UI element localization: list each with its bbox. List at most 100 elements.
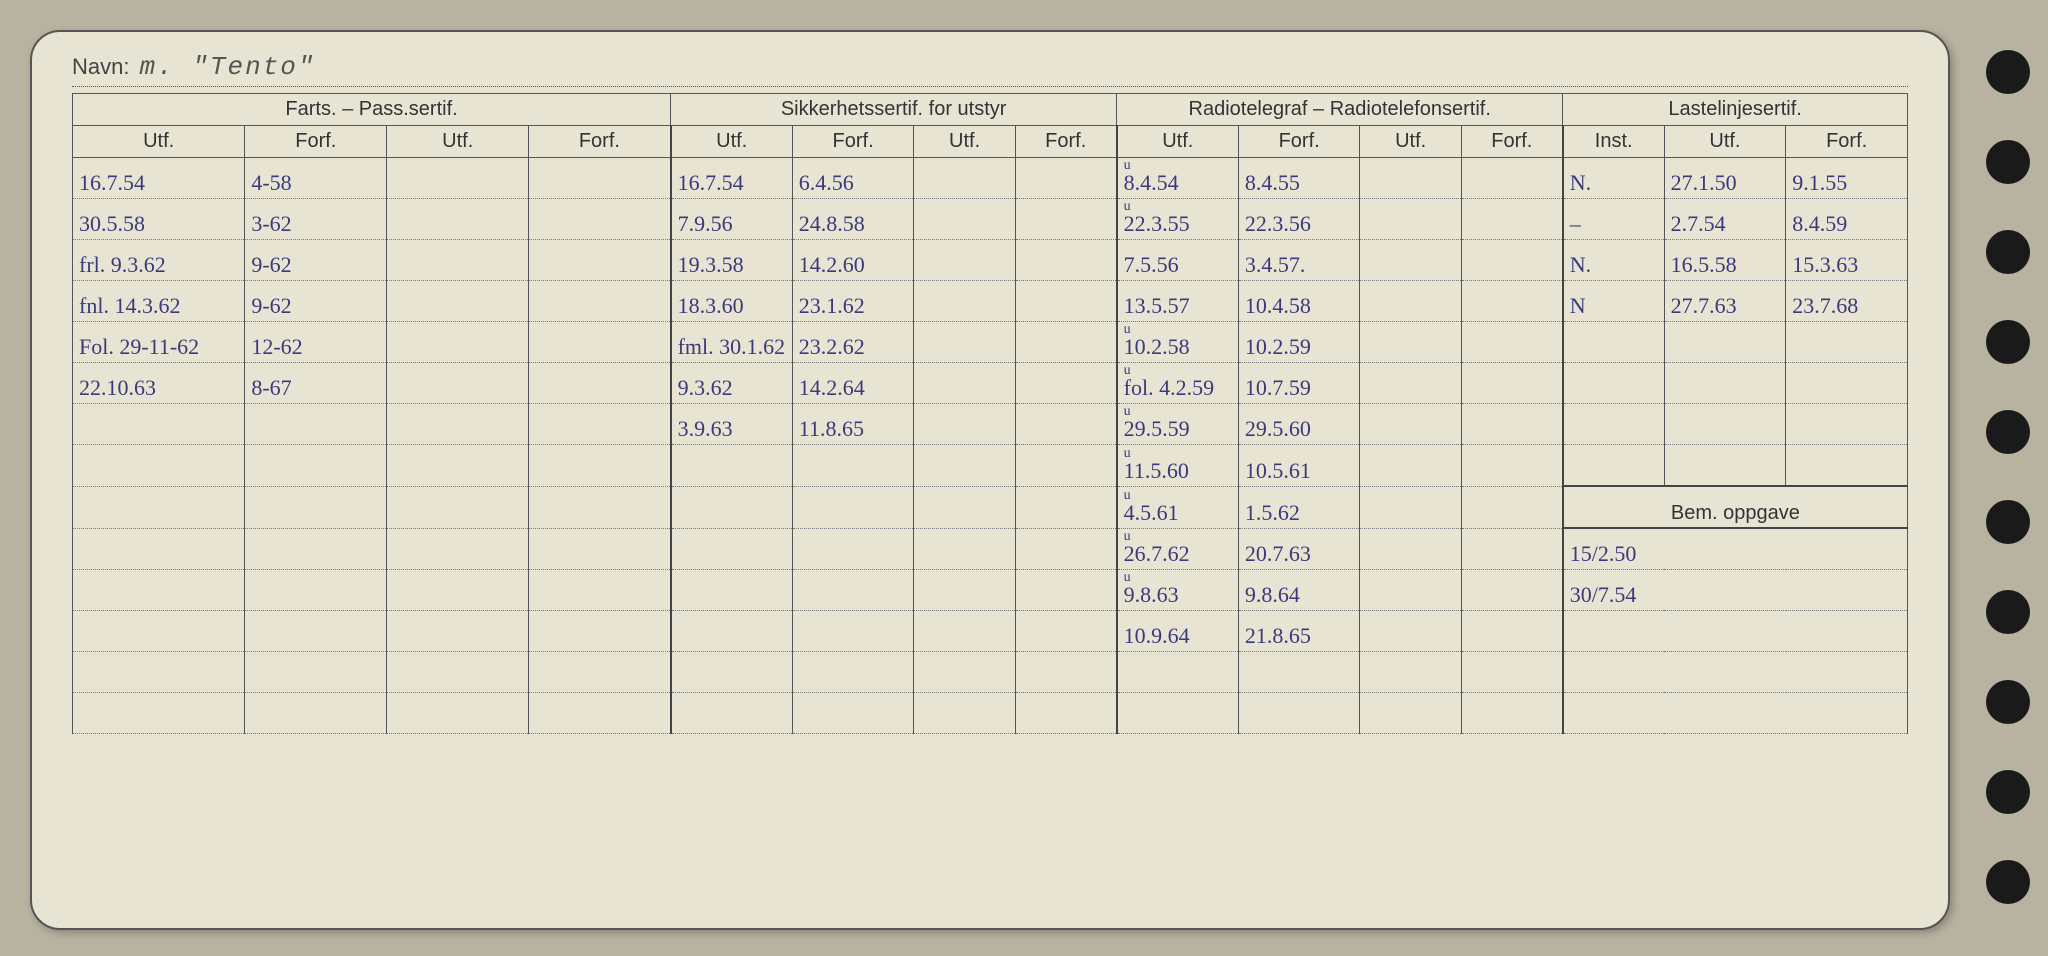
cell (1117, 693, 1239, 734)
group-sikker: Sikkerhetssertif. for utstyr (671, 94, 1117, 126)
cell (1461, 693, 1562, 734)
table-row: frl. 9.3.629-6219.3.5814.2.607.5.563.4.5… (73, 240, 1908, 281)
hole-icon (1986, 320, 2030, 364)
cell (1360, 322, 1461, 363)
cell (1015, 693, 1116, 734)
cell (1786, 445, 1908, 487)
cell (1461, 158, 1562, 199)
col-forf: Forf. (1015, 126, 1116, 158)
cell (1461, 652, 1562, 693)
cell: N. (1563, 240, 1664, 281)
cell: 10.4.58 (1238, 281, 1360, 322)
bem-cell: 30/7.54 (1563, 570, 1908, 611)
cell: 3-62 (245, 199, 387, 240)
cell (387, 693, 529, 734)
cell (529, 281, 671, 322)
cell (1360, 404, 1461, 445)
cell: Fol. 29-11-62 (73, 322, 245, 363)
navn-row: Navn: m. "Tento" (72, 52, 1908, 87)
cell: 3.4.57. (1238, 240, 1360, 281)
cell (1461, 486, 1562, 528)
cell: 23.7.68 (1786, 281, 1908, 322)
col-utf: Utf. (914, 126, 1015, 158)
cell (529, 570, 671, 611)
col-forf: Forf. (792, 126, 914, 158)
cell: N. (1563, 158, 1664, 199)
cell: 10.2.59 (1238, 322, 1360, 363)
cell (1360, 158, 1461, 199)
cell: 4-58 (245, 158, 387, 199)
cell: 9-62 (245, 281, 387, 322)
col-utf: Utf. (73, 126, 245, 158)
cell (73, 404, 245, 445)
cell (245, 486, 387, 528)
hole-icon (1986, 590, 2030, 634)
cell: 16.5.58 (1664, 240, 1786, 281)
cell (387, 404, 529, 445)
cell (1563, 404, 1664, 445)
cell (245, 652, 387, 693)
cell (529, 445, 671, 487)
cell: 16.7.54 (73, 158, 245, 199)
cell (671, 693, 793, 734)
cell: u4.5.61 (1117, 486, 1239, 528)
bem-cell (1563, 611, 1908, 652)
cell (245, 570, 387, 611)
cell (73, 611, 245, 652)
cell (1360, 445, 1461, 487)
cell (387, 281, 529, 322)
col-forf: Forf. (1786, 126, 1908, 158)
cell: 23.1.62 (792, 281, 914, 322)
cell (671, 528, 793, 570)
cell (1015, 486, 1116, 528)
cell: 7.9.56 (671, 199, 793, 240)
col-utf: Utf. (1360, 126, 1461, 158)
hole-icon (1986, 230, 2030, 274)
hole-icon (1986, 680, 2030, 724)
cell (792, 445, 914, 487)
cell: 20.7.63 (1238, 528, 1360, 570)
cell (914, 445, 1015, 487)
cell (1360, 240, 1461, 281)
cell (387, 445, 529, 487)
hole-icon (1986, 50, 2030, 94)
cell (1786, 363, 1908, 404)
cell (914, 281, 1015, 322)
table-row: 22.10.638-679.3.6214.2.64ufol. 4.2.5910.… (73, 363, 1908, 404)
cell (1015, 611, 1116, 652)
cell (1015, 240, 1116, 281)
table-row: Fol. 29-11-6212-62fml. 30.1.6223.2.62u10… (73, 322, 1908, 363)
cell (387, 570, 529, 611)
cell (529, 158, 671, 199)
cell (529, 528, 671, 570)
cell (914, 404, 1015, 445)
binder-holes (1986, 50, 2030, 904)
cell (914, 199, 1015, 240)
certificate-table: Farts. – Pass.sertif. Sikkerhetssertif. … (72, 93, 1908, 734)
cell: 7.5.56 (1117, 240, 1239, 281)
cell: 15.3.63 (1786, 240, 1908, 281)
cell (529, 693, 671, 734)
cell (1360, 486, 1461, 528)
cell (245, 445, 387, 487)
col-forf: Forf. (245, 126, 387, 158)
cell: 9.8.64 (1238, 570, 1360, 611)
cell (1563, 445, 1664, 487)
cell: 9-62 (245, 240, 387, 281)
cell (73, 652, 245, 693)
cell (1563, 322, 1664, 363)
cell (1461, 611, 1562, 652)
bem-cell: 15/2.50 (1563, 528, 1908, 570)
cell: fnl. 14.3.62 (73, 281, 245, 322)
table-row: 10.9.6421.8.65 (73, 611, 1908, 652)
bem-cell (1563, 693, 1908, 734)
cell (1015, 158, 1116, 199)
cell (1563, 363, 1664, 404)
cell (1461, 281, 1562, 322)
cell: 10.9.64 (1117, 611, 1239, 652)
cell: 10.7.59 (1238, 363, 1360, 404)
bem-oppgave-header: Bem. oppgave (1563, 486, 1908, 528)
cell (387, 528, 529, 570)
bem-cell (1563, 652, 1908, 693)
cell (245, 528, 387, 570)
